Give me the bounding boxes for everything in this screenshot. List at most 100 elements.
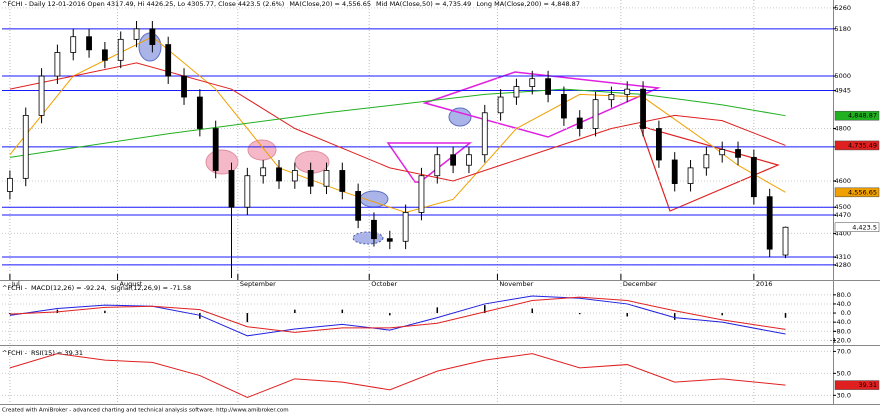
candle-body [481,112,488,156]
y-tick-label: 4500 [834,203,851,211]
value-label: 39.31 [858,381,877,389]
candle-body [165,44,172,77]
legend-entry: MACD(12,26) = -92.24, [31,284,107,292]
candle-body [608,94,615,101]
y-tick-label: -120.0 [830,336,851,344]
y-tick-label: 4600 [834,177,851,185]
candle-body [655,128,662,161]
candle-body [38,75,45,116]
candle-body [133,28,140,40]
y-tick-label: 4470 [834,211,851,219]
candle-body [719,149,726,156]
candle-body [497,96,504,114]
candle-body [196,96,203,129]
x-tick-label: Jul [11,280,20,288]
value-label-box [834,380,880,390]
x-tick-label: November [499,280,533,288]
y-tick-label: 4800 [834,125,851,133]
candle-body [750,156,757,198]
y-tick-label: 50.0 [837,369,851,377]
candle-body [70,36,77,53]
candle-body [355,191,362,221]
candle-body [671,159,678,184]
candle-body [149,28,156,45]
candle-body [86,36,92,51]
candle-body [7,177,13,192]
footer: Created with AmiBroker - advanced charti… [2,408,289,414]
legend-entry: ^FCHI - [2,284,28,292]
indicator-line [9,295,786,337]
y-tick-label: -40.0 [834,318,851,326]
ma-line [9,62,786,182]
x-tick-label: 2016 [756,280,773,288]
candle-body [276,167,282,182]
value-label: 4,735.49 [848,141,877,149]
candle-body [307,170,314,187]
candle-body [640,88,646,129]
y-tick-label: 4310 [834,253,851,261]
candle-body [687,167,694,184]
candle-body [513,86,520,98]
candle-body [418,175,425,213]
candle-body [386,238,393,242]
legend-entry: MA(Close,20) = 4,556.65 [289,0,371,8]
candle-body [545,78,551,95]
candle-body [101,49,108,61]
ellipse [247,139,277,161]
y-tick-label: 70.0 [837,347,851,355]
value-label-box [834,110,880,121]
candle-body [561,94,567,119]
legend-entry: ^FCHI - [2,349,28,357]
legend-entry: Mid MA(Close,50) = 4,735.49 [376,0,471,8]
y-tick-label: 30.0 [837,391,851,399]
x-tick-label: October [371,280,397,288]
candle-body [228,170,235,208]
candle-body [766,196,773,250]
value-label-box [834,140,880,151]
candle-body [402,212,409,242]
candle-body [244,175,251,208]
candle-body [323,170,330,187]
candle-body [371,219,377,240]
y-tick-label: -80.0 [834,327,851,335]
y-tick-label: 4280 [834,261,851,269]
legend-entry: ^FCHI - Daily 12-01-2016 Open 4317.49, H… [2,0,284,8]
candle-body [22,114,29,179]
indicator-line [9,353,786,399]
candle-body [291,170,298,182]
candle-body [466,154,472,166]
y-tick-label: 5260 [834,4,851,12]
candle-body [782,226,789,256]
y-tick-label: 5180 [834,25,851,33]
candle-body [434,154,441,177]
y-tick-label: 40.0 [837,300,851,308]
ellipse [294,150,330,174]
candle-body [450,154,457,166]
ellipse [448,107,472,127]
candle-body [735,149,741,158]
candle-body [592,99,599,129]
candle-body [624,88,631,95]
candle-body [576,117,583,129]
indicator-line [9,296,786,333]
candle-body [117,38,124,61]
value-label: 4,556.65 [848,188,877,196]
legend-entry: Signal(12,26,9) = -71.58 [111,284,191,292]
y-tick-label: 0.0 [841,309,851,317]
ma-line [9,88,786,158]
x-tick-label: August [120,280,143,288]
y-tick-label: 5000 [834,72,851,80]
legend-entry: Long MA(Close,200) = 4,848.87 [476,0,580,8]
candle-body [339,170,346,192]
value-label: 4,848.87 [848,112,877,120]
y-tick-label: 4400 [834,229,851,237]
value-label-box [834,187,880,198]
candle-body [703,154,710,169]
candle-body [54,52,61,77]
value-label-box [834,222,880,233]
ma-line [9,36,786,213]
candle-body [212,128,219,171]
y-tick-label: 4945 [834,86,851,94]
x-tick-label: December [623,280,657,288]
